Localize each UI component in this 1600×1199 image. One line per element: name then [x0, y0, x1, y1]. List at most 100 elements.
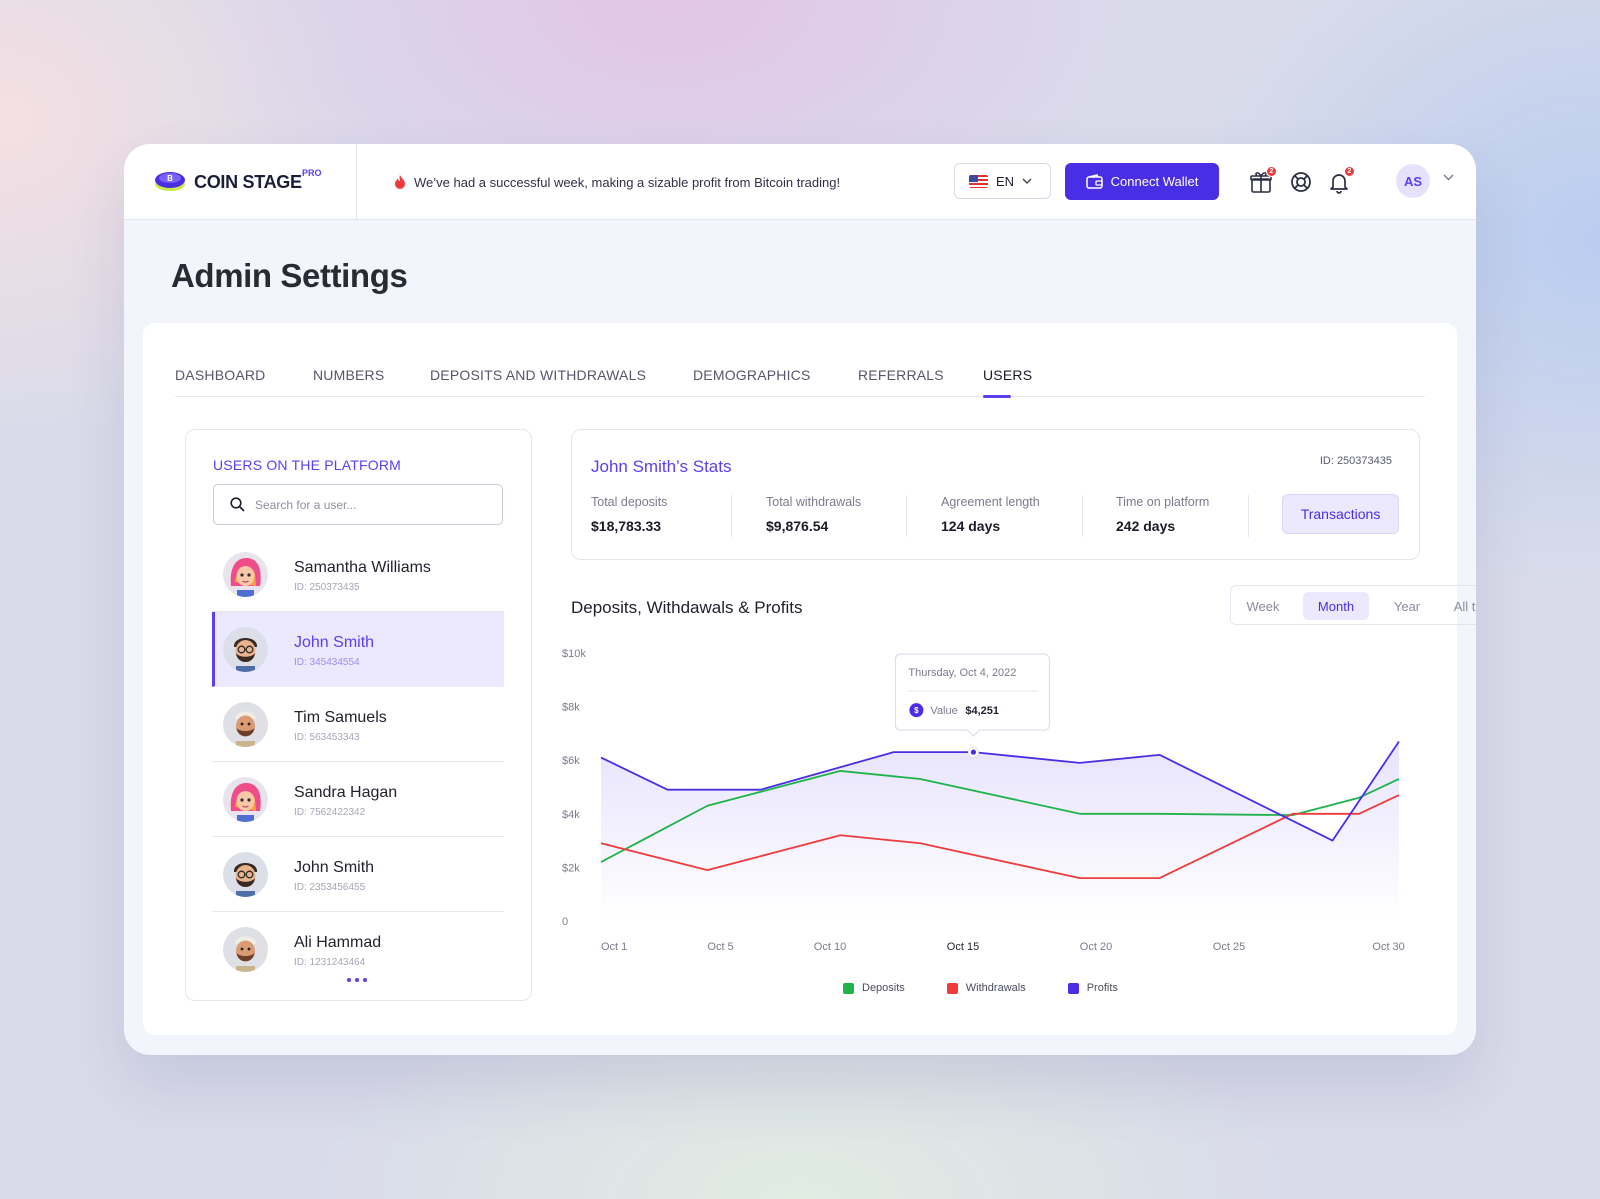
tab-referrals[interactable]: REFERRALS — [858, 367, 944, 383]
user-name: Ali Hammad — [294, 934, 382, 951]
notifications-button[interactable]: 2 — [1327, 166, 1355, 194]
tab-dashboard[interactable]: DASHBOARD — [175, 367, 266, 383]
top-bar: B COIN STAGE PRO We’ve had a successful … — [124, 144, 1476, 220]
stat-value: 124 days — [941, 518, 1001, 534]
user-list-item[interactable]: John Smith ID: 2353456455 — [212, 837, 504, 912]
gift-badge: 2 — [1266, 166, 1277, 177]
us-flag-icon — [969, 174, 988, 188]
chart-legend: Deposits Withdrawals Profits — [843, 982, 1118, 994]
dollar-icon-glyph: $ — [914, 706, 919, 715]
user-list-item[interactable]: Sandra Hagan ID: 7562422342 — [212, 762, 504, 837]
legend-item-profits[interactable]: Profits — [1067, 982, 1118, 994]
tooltip-box — [894, 653, 1050, 731]
avatar-woman-pink-hair — [223, 777, 268, 822]
range-all-time[interactable]: All time — [1453, 598, 1476, 614]
user-list: Samantha Williams ID: 250373435 John Smi… — [212, 537, 504, 987]
tooltip-value: $4,251 — [965, 705, 999, 717]
legend-label: Deposits — [862, 982, 905, 994]
y-tick-label: $2k — [562, 862, 580, 874]
y-tick-label: $8k — [562, 702, 580, 714]
stat-value: $9,876.54 — [766, 518, 829, 534]
user-stats-card: John Smith’s Stats ID: 250373435 Total d… — [571, 429, 1420, 560]
more-users-button[interactable] — [347, 978, 367, 982]
tab-numbers[interactable]: NUMBERS — [313, 367, 385, 383]
range-month[interactable]: Month — [1303, 592, 1369, 620]
connect-wallet-button[interactable]: Connect Wallet — [1065, 163, 1219, 200]
x-tick-label: Oct 25 — [1213, 941, 1245, 951]
x-tick-label: Oct 5 — [707, 941, 733, 951]
divider — [731, 495, 732, 537]
transactions-button[interactable]: Transactions — [1282, 494, 1399, 534]
series-line-withdrawals — [600, 794, 1400, 880]
x-tick-label: Oct 30 — [1372, 941, 1404, 951]
tab-users[interactable]: USERS — [983, 367, 1033, 383]
app-window: B COIN STAGE PRO We’ve had a successful … — [124, 144, 1476, 1055]
page-title: Admin Settings — [171, 257, 408, 294]
series-area-profits — [601, 741, 1399, 921]
notification-badge: 2 — [1344, 166, 1355, 177]
avatar-man-cap-beard — [223, 702, 268, 747]
more-dot — [347, 978, 351, 982]
stat-total-deposits: Total deposits $18,783.33 — [591, 495, 667, 539]
language-select[interactable]: EN — [954, 163, 1051, 199]
tab-demographics[interactable]: DEMOGRAPHICS — [693, 367, 811, 383]
bell-icon — [1330, 174, 1348, 194]
avatar-man-cap-beard — [223, 927, 268, 972]
chart-title: Deposits, Withdawals & Profits — [571, 598, 803, 617]
fire-icon — [395, 175, 405, 189]
stat-agreement-length: Agreement length 124 days — [941, 495, 1040, 539]
user-id: ID: 563453343 — [294, 732, 360, 743]
x-tick-label: Oct 20 — [1080, 941, 1112, 951]
stat-time-on-platform: Time on platform 242 days — [1116, 495, 1209, 539]
connect-wallet-label: Connect Wallet — [1110, 174, 1199, 189]
divider — [906, 495, 907, 537]
y-tick-label: $4k — [562, 809, 580, 821]
series-line-deposits — [600, 770, 1400, 863]
user-id: ID: 250373435 — [294, 582, 360, 593]
legend-swatch — [1067, 982, 1079, 994]
y-tick-label: $10k — [562, 648, 586, 660]
user-avatar[interactable]: AS — [1396, 164, 1430, 198]
coin-logo-icon: B — [155, 172, 185, 191]
user-name: John Smith — [294, 859, 375, 876]
legend-swatch — [946, 982, 958, 994]
range-year[interactable]: Year — [1393, 598, 1421, 614]
tooltip-label: Value — [930, 705, 957, 717]
gift-button[interactable]: 2 — [1249, 166, 1277, 194]
stats-user-id: ID: 250373435 — [1319, 455, 1392, 467]
user-id: ID: 345434554 — [294, 657, 360, 668]
svg-text:B: B — [167, 174, 173, 183]
search-icon — [230, 497, 245, 512]
line-chart: 0 $2k $4k $6k $8k $10k Oct 1 Oct 5 Oct 10 Oct 15 O… — [562, 648, 1405, 951]
tooltip-pointer — [967, 729, 980, 737]
search-input[interactable] — [255, 497, 475, 512]
stat-total-withdrawals: Total withdrawals $9,876.54 — [766, 495, 861, 539]
legend-label: Profits — [1086, 982, 1118, 994]
tab-deposits-and-withdrawals[interactable]: DEPOSITS AND WITHDRAWALS — [430, 367, 647, 383]
users-card-title: USERS ON THE PLATFORM — [213, 457, 402, 473]
lifebuoy-icon — [1291, 172, 1311, 192]
wallet-icon — [1085, 174, 1103, 189]
range-week[interactable]: Week — [1246, 598, 1280, 614]
x-tick-label: Oct 15 — [947, 941, 979, 951]
y-tick-label: 0 — [562, 916, 568, 928]
time-range-selector: Week Month Year All time — [1230, 585, 1476, 625]
brand-logo[interactable]: B COIN STAGE PRO — [124, 144, 357, 220]
announcement-text: We’ve had a successful week, making a si… — [414, 174, 841, 190]
legend-item-withdrawals[interactable]: Withdrawals — [946, 982, 1026, 994]
tab-bar: DASHBOARD NUMBERS DEPOSITS AND WITHDRAWA… — [175, 323, 1425, 398]
support-button[interactable] — [1289, 170, 1313, 194]
brand-name: COIN STAGE — [194, 172, 302, 192]
users-card: USERS ON THE PLATFORM Samantha Williams … — [185, 429, 532, 1001]
user-list-item[interactable]: Tim Samuels ID: 563453343 — [212, 687, 504, 762]
tooltip-date: Thursday, Oct 4, 2022 — [908, 667, 1016, 679]
stat-value: 242 days — [1116, 518, 1176, 534]
user-name: John Smith — [294, 634, 375, 651]
user-list-item[interactable]: Ali Hammad ID: 1231243464 — [212, 912, 504, 987]
user-list-item[interactable]: Samantha Williams ID: 250373435 — [212, 537, 504, 612]
chevron-down-icon[interactable] — [1443, 174, 1454, 181]
legend-item-deposits[interactable]: Deposits — [843, 982, 905, 994]
user-list-item-selected[interactable]: John Smith ID: 345434554 — [212, 612, 504, 687]
chevron-down-icon — [1022, 178, 1032, 184]
x-tick-label: Oct 1 — [601, 941, 627, 951]
